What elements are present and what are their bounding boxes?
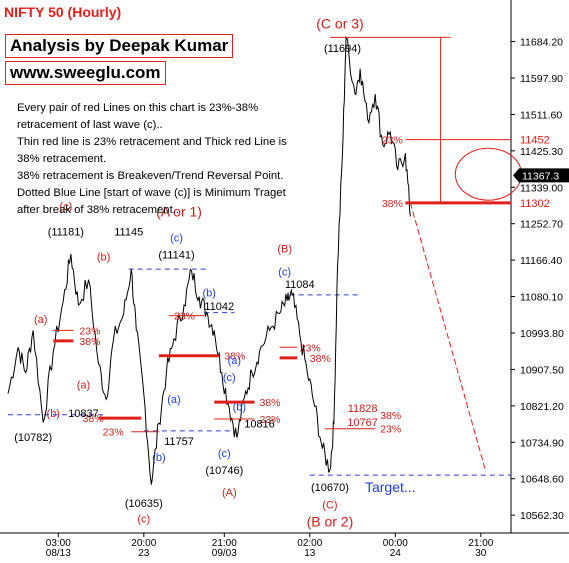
wave-label: (b) <box>97 252 110 264</box>
fib-percent-label: 38% <box>310 353 331 365</box>
x-tick-label: 03:00 <box>46 538 71 549</box>
wave-label: (c) <box>218 448 231 460</box>
note-line: after break of 38% retracement.. <box>17 204 180 216</box>
y-tick-label: 10734.90 <box>520 437 564 449</box>
x-tick-label: 20:00 <box>131 538 156 549</box>
note-line: Dotted Blue Line [start of wave (c)] is … <box>17 187 286 199</box>
wave-label: (B) <box>277 243 292 255</box>
site-banner: www.sweeglu.com <box>5 61 166 85</box>
wave-label: (c) <box>278 267 291 279</box>
current-price-label: 11367.3 <box>522 170 559 182</box>
wave-label: (c) <box>59 201 72 213</box>
wave-label: (b) <box>202 288 215 300</box>
wave-label: (c) <box>223 372 236 384</box>
price-series-line <box>7 35 411 485</box>
author-banner: Analysis by Deepak Kumar <box>5 34 234 58</box>
wave-label: (a) <box>167 394 180 406</box>
wave-label: (a) <box>77 380 90 392</box>
wave-label: (C or 3) <box>316 16 363 32</box>
x-tick-label: 13 <box>304 548 316 558</box>
wave-label: (11141) <box>158 250 194 262</box>
fib-percent-label: 23% <box>300 342 321 354</box>
wave-label: 10767 <box>347 417 378 429</box>
x-tick-label: 23 <box>138 548 150 558</box>
wave-label: 11042 <box>204 301 234 313</box>
wave-label: (11181) <box>48 226 84 238</box>
wave-label: 11145 <box>114 226 143 238</box>
major-percent-label: 38% <box>382 198 403 210</box>
analysis-notes: Every pair of red Lines on this chart is… <box>17 100 317 219</box>
note-line: 38% retracement. <box>17 153 107 165</box>
target-projection-line <box>409 202 487 472</box>
wave-label: (a) <box>228 355 241 367</box>
y-tick-label: 10993.80 <box>520 328 564 340</box>
y-tick-label: 10648.60 <box>520 474 564 486</box>
y-tick-label: 11597.90 <box>520 73 563 85</box>
wave-label: 11084 <box>285 279 315 291</box>
x-tick-label: 21:00 <box>212 538 237 549</box>
note-line: 38% retracement is Breakeven/Trend Rever… <box>17 170 284 182</box>
x-tick-label: 30 <box>475 548 487 558</box>
y-tick-label: 11684.20 <box>520 37 563 49</box>
note-line: Thin red line is 23% retracement and Thi… <box>17 136 287 148</box>
fib-percent-label: 38% <box>224 351 245 363</box>
major-percent-label: 23% <box>382 135 403 147</box>
wave-label: (c) <box>170 233 183 245</box>
wave-label: (10670) <box>311 482 349 494</box>
y-tick-label: 11425.30 <box>520 146 563 158</box>
y-tick-label: 11080.10 <box>520 292 563 304</box>
chart-title: NIFTY 50 (Hourly) <box>4 4 122 20</box>
fib-percent-label: 23% <box>174 311 195 323</box>
wave-label: (c) <box>137 513 150 525</box>
y-tick-label: 11339.00 <box>520 182 563 194</box>
y-tick-label: 10562.30 <box>520 510 564 522</box>
fib-percent-label: 38% <box>79 336 100 348</box>
y-tick-label: 10907.50 <box>520 364 564 376</box>
current-price-marker <box>513 168 569 183</box>
wave-label: (a) <box>34 314 47 326</box>
wave-label: 10837 <box>68 408 99 420</box>
wave-label: (10635) <box>125 498 163 510</box>
y-tick-label: 11511.60 <box>520 109 562 121</box>
wave-label: (C) <box>322 500 337 512</box>
wave-label: 10816 <box>244 418 275 430</box>
note-line: retracement of last wave (c).. <box>17 119 163 131</box>
major-level-label: 11452 <box>520 135 550 147</box>
y-tick-label: 10821.20 <box>520 401 564 413</box>
wave-label: (11694) <box>324 43 361 55</box>
wave-label: 11757 <box>164 436 194 448</box>
y-tick-label: 11166.40 <box>520 255 562 267</box>
wave-label: (10746) <box>205 465 243 477</box>
wave-label: Target... <box>365 479 416 495</box>
fib-percent-label: 23% <box>380 424 401 436</box>
fib-percent-label: 23% <box>103 427 124 439</box>
y-tick-label: 11252.70 <box>520 219 563 231</box>
wave-label: (b) <box>47 408 60 420</box>
note-line: Every pair of red Lines on this chart is… <box>17 102 259 114</box>
x-tick-label: 21:00 <box>468 538 493 549</box>
wave-label: (B or 2) <box>307 514 354 530</box>
fib-percent-label: 38% <box>83 413 104 425</box>
fib-percent-label: 23% <box>260 414 281 426</box>
x-tick-label: 24 <box>390 548 402 558</box>
x-tick-label: 02:00 <box>297 538 322 549</box>
x-tick-label: 09/03 <box>212 548 237 558</box>
fib-percent-label: 23% <box>79 325 100 337</box>
wave-label: (10782) <box>14 432 52 444</box>
wave-label: 11828 <box>348 403 378 415</box>
fib-percent-label: 38% <box>380 410 401 422</box>
wave-label: (A or 1) <box>156 203 202 219</box>
x-tick-label: 00:00 <box>383 538 408 549</box>
x-tick-label: 08/13 <box>46 548 71 558</box>
wave-label: (b) <box>152 452 165 464</box>
major-level-label: 11302 <box>520 198 550 210</box>
fib-percent-label: 38% <box>260 397 281 409</box>
wave-label: (b) <box>233 402 246 414</box>
wave-label: (A) <box>222 487 237 499</box>
